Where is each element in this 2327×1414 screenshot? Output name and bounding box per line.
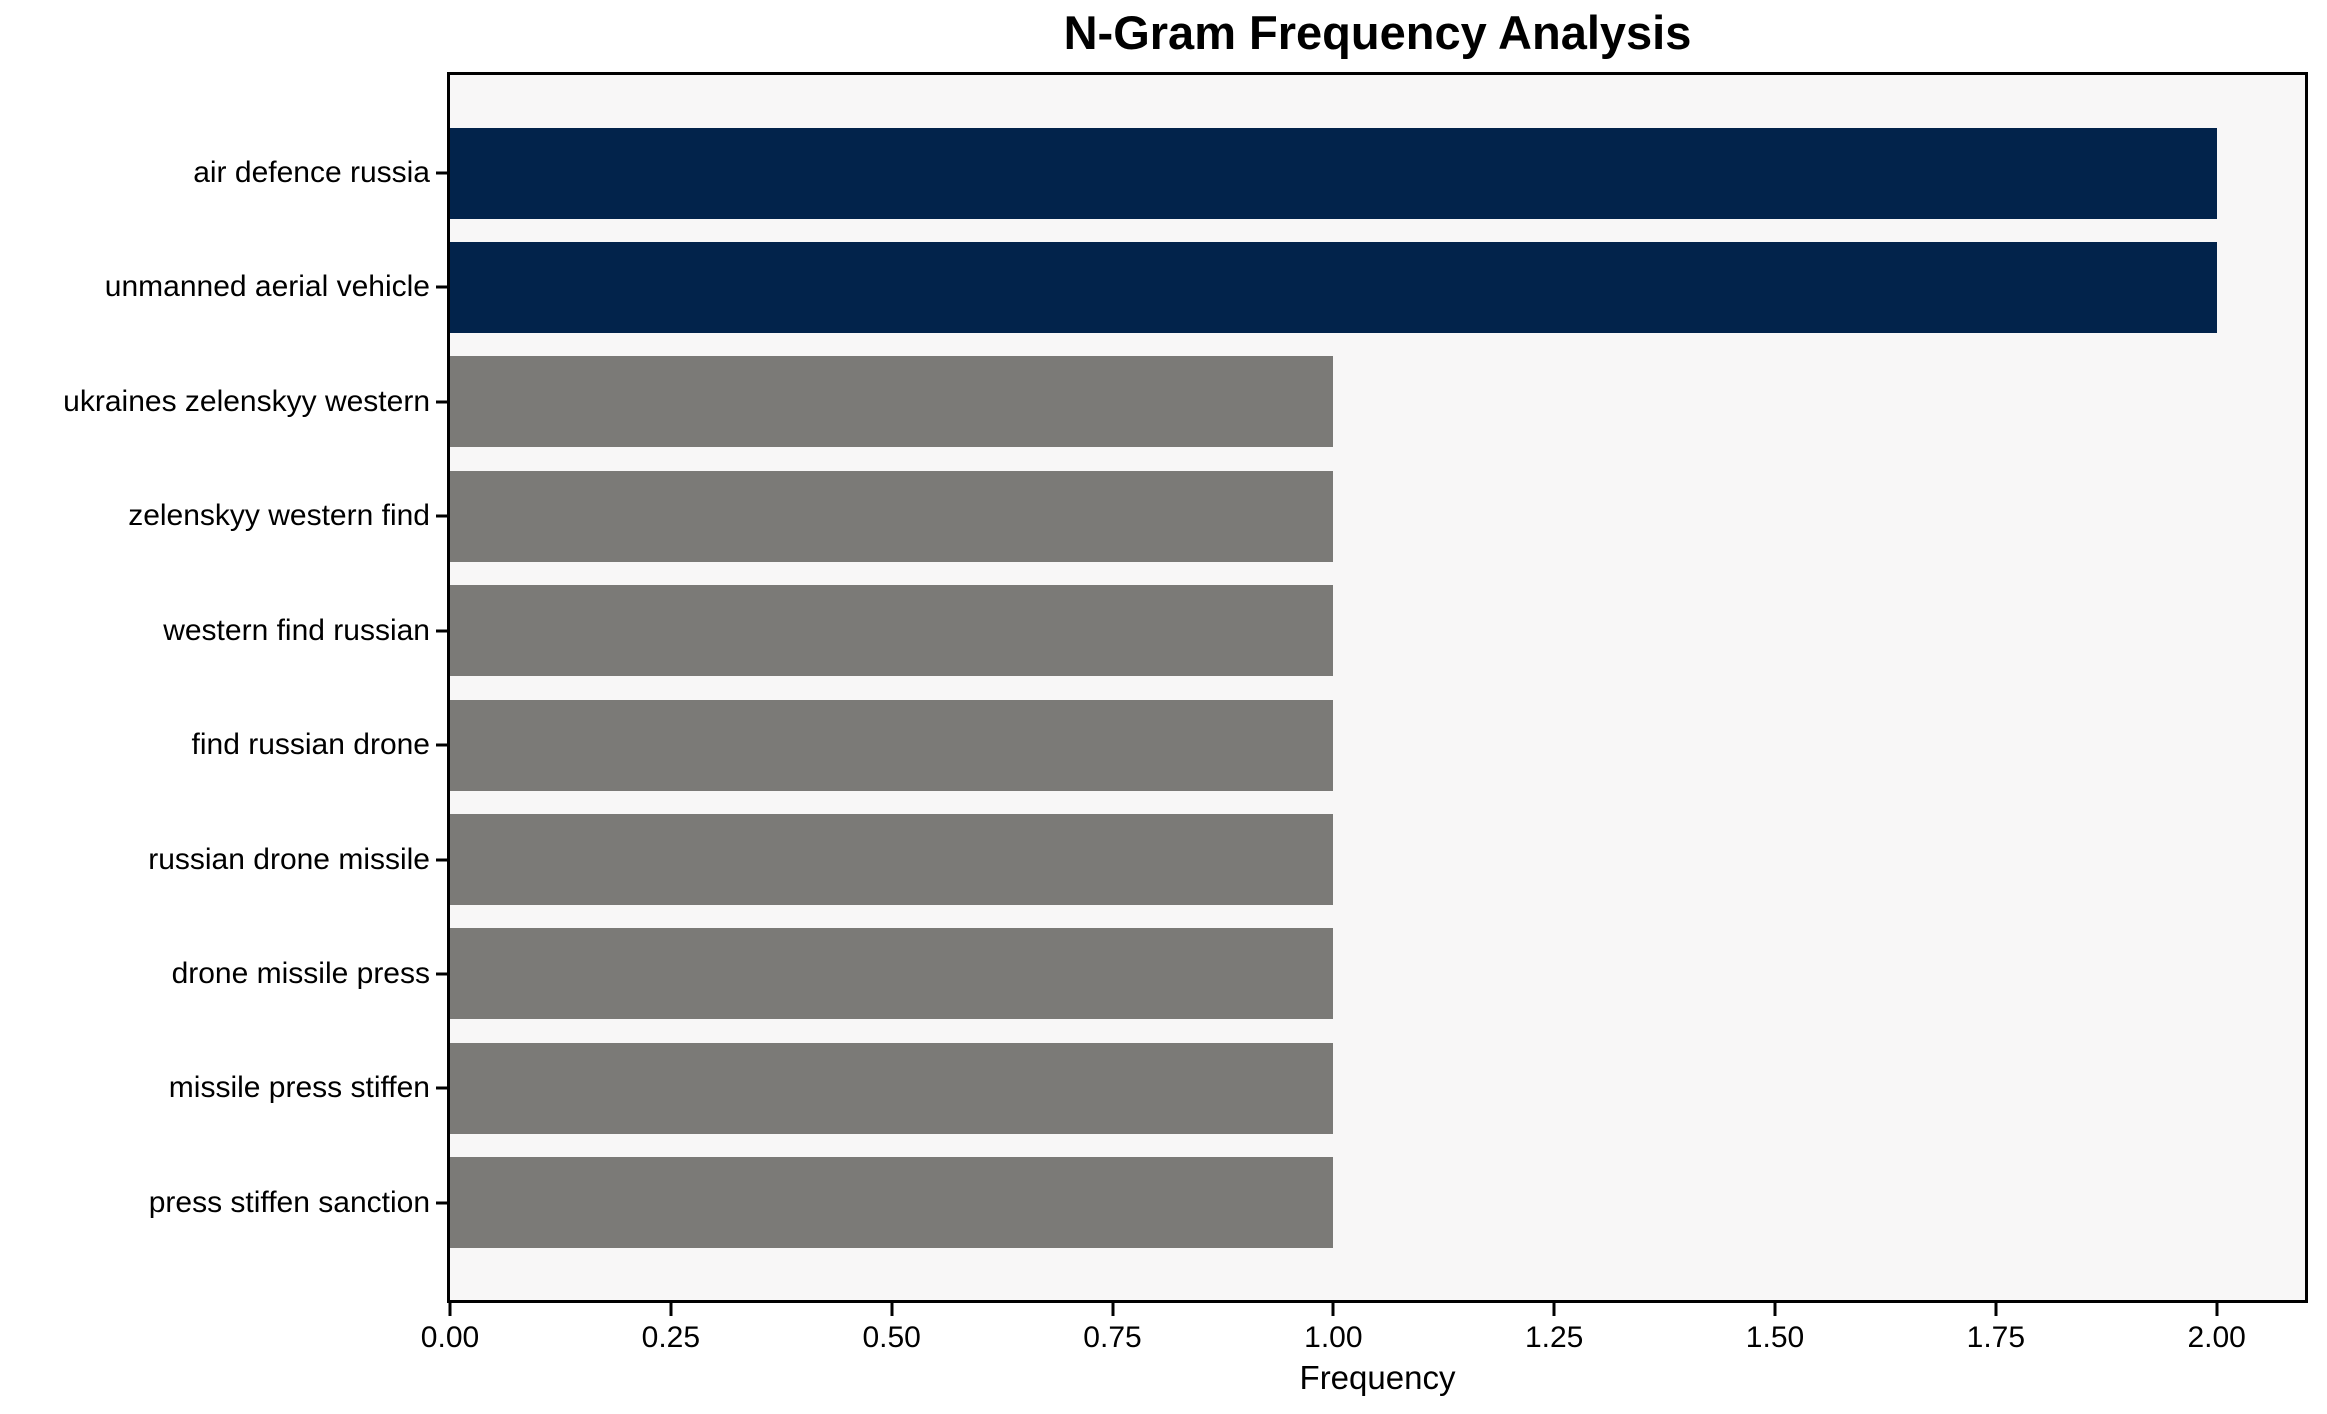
y-tick-label: drone missile press <box>171 956 430 990</box>
x-axis-label: Frequency <box>1299 1359 1456 1396</box>
bar-air-defence-russia <box>450 127 2217 219</box>
y-tick-label: ukraines zelenskyy western <box>63 384 430 418</box>
bar-western-find-russian <box>450 585 1334 677</box>
x-tick-label: 0.50 <box>862 1321 921 1354</box>
x-tick-mark <box>1111 1303 1114 1316</box>
y-tick-label: air defence russia <box>193 156 430 189</box>
y-tick-label: unmanned aerial vehicle <box>104 270 430 304</box>
bar-zelenskyy-western-find <box>450 470 1334 562</box>
x-tick-label: 2.00 <box>2187 1321 2246 1354</box>
bar-find-russian-drone <box>450 699 1334 791</box>
y-tick-mark <box>436 972 447 976</box>
y-tick-mark <box>436 514 447 518</box>
x-tick-label: 0.00 <box>420 1321 480 1354</box>
y-tick-mark <box>436 1086 447 1090</box>
bar-ukraines-zelenskyy-western <box>450 356 1334 448</box>
y-tick-label: russian drone missile <box>148 842 430 876</box>
x-tick-mark <box>890 1303 894 1316</box>
y-tick-mark <box>436 171 447 175</box>
x-tick-mark <box>1773 1303 1777 1316</box>
x-tick-label: 1.75 <box>1966 1321 2026 1354</box>
bar-unmanned-aerial-vehicle <box>450 241 2217 333</box>
y-tick-label: press stiffen sanction <box>148 1185 430 1219</box>
x-tick-mark <box>1994 1303 1998 1316</box>
y-tick-mark <box>436 400 447 404</box>
y-tick-label: western find russian <box>163 613 430 647</box>
bar-russian-drone-missile <box>450 814 1334 906</box>
x-tick-label: 1.25 <box>1524 1321 1584 1354</box>
bar-missile-press-stiffen <box>450 1042 1334 1134</box>
x-tick-mark <box>1552 1303 1556 1316</box>
x-tick-mark <box>669 1303 673 1316</box>
y-tick-mark <box>436 743 447 747</box>
x-tick-label: 1.00 <box>1304 1321 1363 1354</box>
y-tick-mark <box>436 1201 447 1205</box>
bar-drone-missile-press <box>450 928 1334 1020</box>
x-tick-mark <box>448 1303 452 1316</box>
x-tick-label: 1.50 <box>1745 1321 1805 1354</box>
y-tick-mark <box>436 629 447 633</box>
y-tick-label: zelenskyy western find <box>128 499 430 533</box>
x-tick-mark <box>1331 1303 1335 1316</box>
x-tick-mark <box>2215 1303 2219 1316</box>
x-tick-label: 0.25 <box>641 1321 701 1354</box>
plot-area <box>447 72 2308 1303</box>
bar-press-stiffen-sanction <box>450 1157 1334 1249</box>
x-tick-label: 0.75 <box>1083 1321 1142 1354</box>
y-tick-label: find russian drone <box>191 728 430 762</box>
y-tick-mark <box>436 285 447 289</box>
chart-title: N-Gram Frequency Analysis <box>1063 6 1692 59</box>
y-tick-label: missile press stiffen <box>168 1071 430 1105</box>
y-tick-mark <box>436 858 447 862</box>
